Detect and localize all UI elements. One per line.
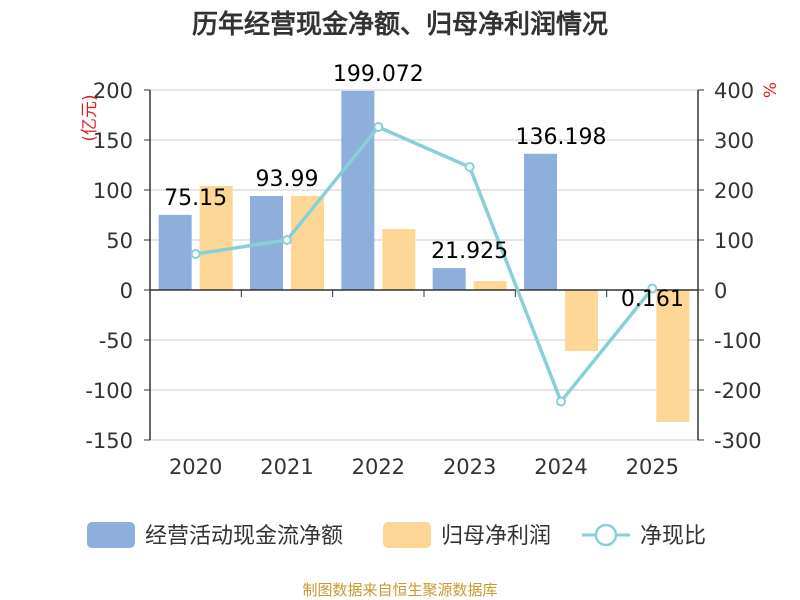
y-right-tick-label: 400	[714, 79, 754, 103]
source-note: 制图数据来自恒生聚源数据库	[302, 581, 498, 599]
chart-title: 历年经营现金净额、归母净利润情况	[191, 10, 608, 40]
bar-net-profit	[382, 229, 416, 290]
x-tick-label: 2020	[169, 455, 222, 479]
x-tick-label: 2024	[534, 455, 587, 479]
bar-operating-cash-flow	[158, 214, 192, 290]
tick-labels: 200 150 100 50 0 -50 -100 -150 400 300 200 100 0 -100…	[80, 79, 781, 479]
ratio-point	[373, 122, 384, 132]
ratio-point	[647, 283, 658, 294]
data-labels: 75.15 93.99 199.072 21.925 136.198 0.161	[164, 62, 684, 312]
y-left-tick-label: -50	[99, 329, 133, 353]
y-left-tick-label: 50	[106, 229, 133, 253]
x-tick-label: 2022	[352, 455, 405, 479]
ratio-point	[282, 235, 292, 245]
y-left-tick-label: 100	[93, 179, 133, 203]
legend-label: 净现比	[640, 524, 706, 549]
legend-label: 归母净利润	[441, 524, 551, 549]
bar-net-profit	[565, 290, 598, 351]
y-right-tick-label: 0	[714, 279, 727, 303]
axes	[144, 89, 704, 441]
y-right-tick-label: 200	[714, 179, 754, 203]
data-label: 0.161	[621, 287, 684, 312]
y-right-tick-label: -200	[714, 379, 762, 403]
y-right-tick-label: -100	[714, 329, 762, 353]
bars	[158, 90, 690, 422]
bar-net-profit	[656, 290, 690, 422]
bar-operating-cash-flow	[432, 268, 466, 290]
data-label: 75.15	[164, 186, 227, 211]
y-left-tick-label: 200	[93, 79, 133, 103]
bar-operating-cash-flow	[341, 90, 375, 290]
ratio-point	[556, 396, 566, 407]
legend-label: 经营活动现金流净额	[145, 524, 343, 549]
y-right-unit-label: %	[761, 82, 781, 98]
bar-net-profit	[473, 281, 507, 290]
ratio-line	[190, 122, 658, 407]
y-right-tick-label: 100	[714, 229, 754, 253]
y-right-tick-label: 300	[714, 129, 754, 153]
ratio-line-path	[195, 124, 654, 405]
x-tick-label: 2025	[626, 455, 679, 479]
legend: 经营活动现金流净额 归母净利润 净现比	[87, 522, 706, 549]
bar-net-profit	[291, 196, 324, 290]
y-right-tick-label: -300	[714, 429, 762, 453]
x-tick-label: 2023	[443, 455, 496, 479]
y-left-tick-label: 150	[93, 129, 133, 153]
ratio-point	[190, 249, 201, 259]
legend-swatch-net-profit	[383, 522, 431, 548]
data-label: 21.925	[431, 239, 508, 264]
y-left-tick-label: -100	[85, 379, 133, 403]
legend-swatch-operating-cash-flow	[87, 522, 135, 548]
y-left-tick-label: 0	[120, 279, 133, 303]
data-label: 199.072	[333, 62, 424, 87]
grid-lines	[150, 89, 698, 441]
data-label: 93.99	[256, 167, 319, 192]
bar-net-profit	[199, 186, 233, 290]
x-tick-label: 2021	[260, 455, 313, 479]
y-left-unit-label: (亿元)	[80, 94, 100, 141]
ratio-point	[464, 162, 475, 172]
data-label: 136.198	[516, 125, 607, 150]
bar-operating-cash-flow	[524, 153, 557, 290]
legend-swatch-ratio-marker	[594, 523, 618, 547]
y-left-tick-label: -150	[85, 429, 133, 453]
